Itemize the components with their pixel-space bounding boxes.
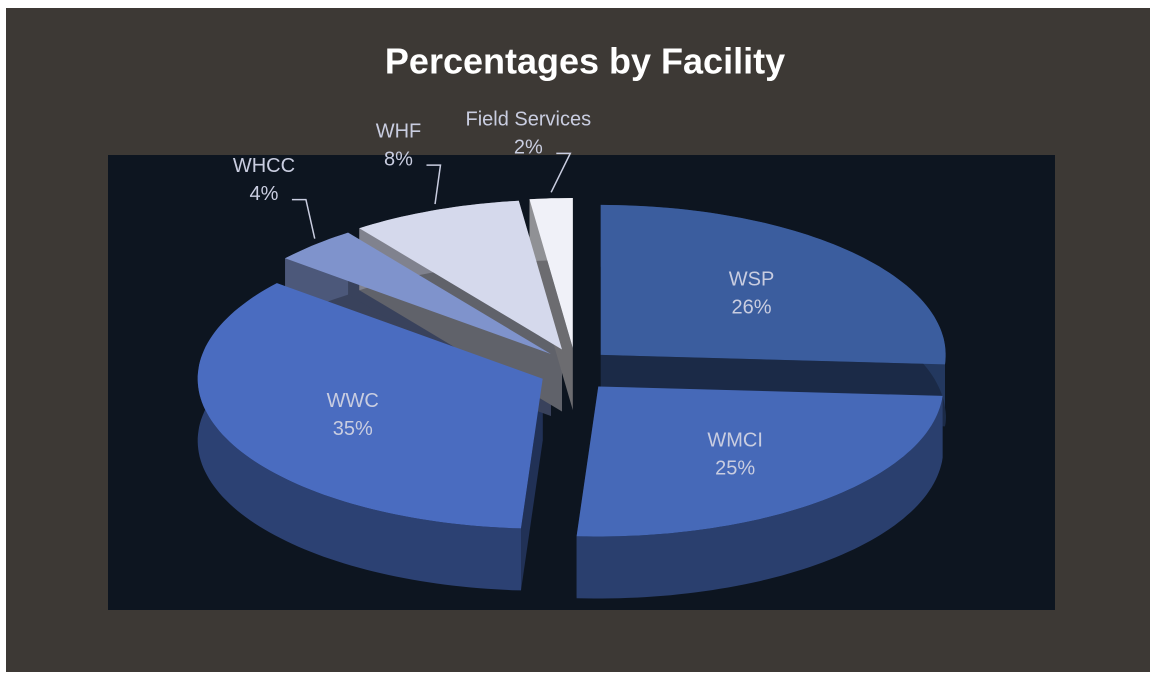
slice-label-value: 35% (333, 418, 373, 440)
slice-label-name: WWC (327, 390, 379, 412)
leader-line (291, 198, 316, 239)
slice-label-value: 26% (732, 297, 772, 319)
slice-label-name: WHF (376, 120, 422, 142)
slice-side (576, 395, 943, 599)
slice-label-name: WHCC (233, 155, 295, 177)
slice (285, 232, 551, 354)
slice (529, 198, 573, 348)
slice-label-value: 4% (249, 183, 278, 205)
slice (600, 204, 946, 365)
slice (197, 283, 543, 529)
slice-side (197, 283, 521, 591)
slice (359, 200, 562, 350)
slice (576, 386, 943, 537)
slice-tops (197, 198, 946, 537)
slice-label-name: Field Services (465, 109, 591, 131)
slice-label-name: WSP (729, 269, 775, 291)
chart-title: Percentages by Facility (385, 41, 785, 82)
slice-label-value: 8% (384, 148, 413, 170)
leader-line (550, 152, 572, 193)
slice-label-value: 25% (715, 457, 755, 479)
slice-label-value: 2% (514, 137, 543, 159)
leader-line (426, 164, 442, 205)
slice-label-name: WMCI (707, 429, 763, 451)
